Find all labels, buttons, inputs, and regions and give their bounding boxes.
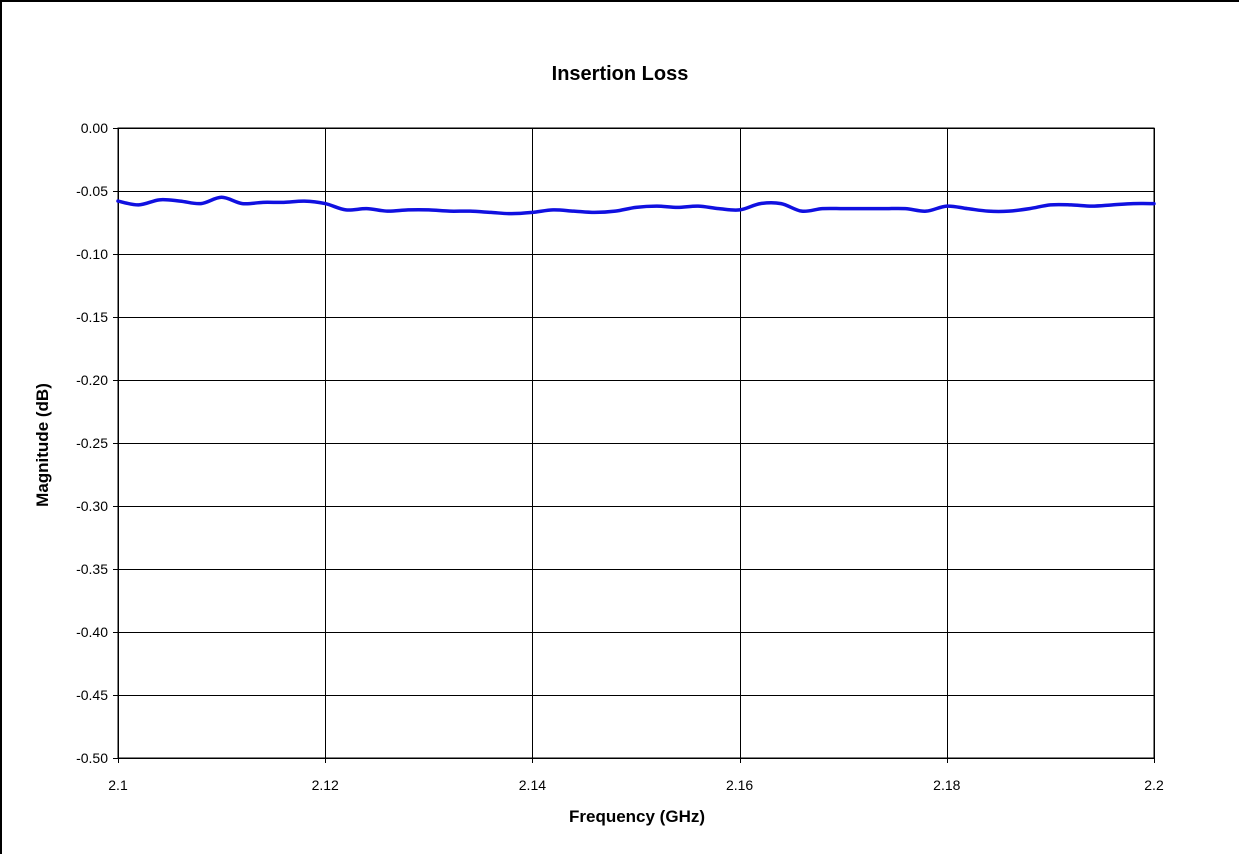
- y-tick-label: -0.50: [76, 750, 108, 766]
- y-axis-label: Magnitude (dB): [33, 383, 52, 507]
- x-tick-labels: 2.1 2.12 2.14 2.16 2.18 2.2: [108, 777, 1164, 793]
- y-tick-label: -0.30: [76, 498, 108, 514]
- y-tick-labels: 0.00 -0.05 -0.10 -0.15 -0.20 -0.25 -0.30 -0.35 -…: [76, 120, 108, 766]
- x-tick-label: 2.16: [726, 777, 753, 793]
- series-layer: [116, 195, 1156, 216]
- y-tick-label: -0.15: [76, 309, 108, 325]
- x-tick-label: 2.1: [108, 777, 128, 793]
- x-axis-label: Frequency (GHz): [569, 807, 705, 826]
- insertion-loss-series-line: [116, 195, 1156, 216]
- y-tick-label: -0.10: [76, 246, 108, 262]
- x-tick-label: 2.2: [1144, 777, 1164, 793]
- grid-layer: [113, 128, 1155, 763]
- plot-area-border: [117, 127, 1155, 759]
- x-tick-label: 2.14: [519, 777, 546, 793]
- x-tick-label: 2.12: [312, 777, 339, 793]
- y-tick-label: -0.05: [76, 183, 108, 199]
- y-tick-label: -0.35: [76, 561, 108, 577]
- y-tick-label: -0.25: [76, 435, 108, 451]
- x-tick-label: 2.18: [933, 777, 960, 793]
- y-tick-label: 0.00: [81, 120, 108, 136]
- y-tick-label: -0.20: [76, 372, 108, 388]
- y-tick-label: -0.40: [76, 624, 108, 640]
- chart-title: Insertion Loss: [552, 63, 689, 85]
- y-tick-label: -0.45: [76, 687, 108, 703]
